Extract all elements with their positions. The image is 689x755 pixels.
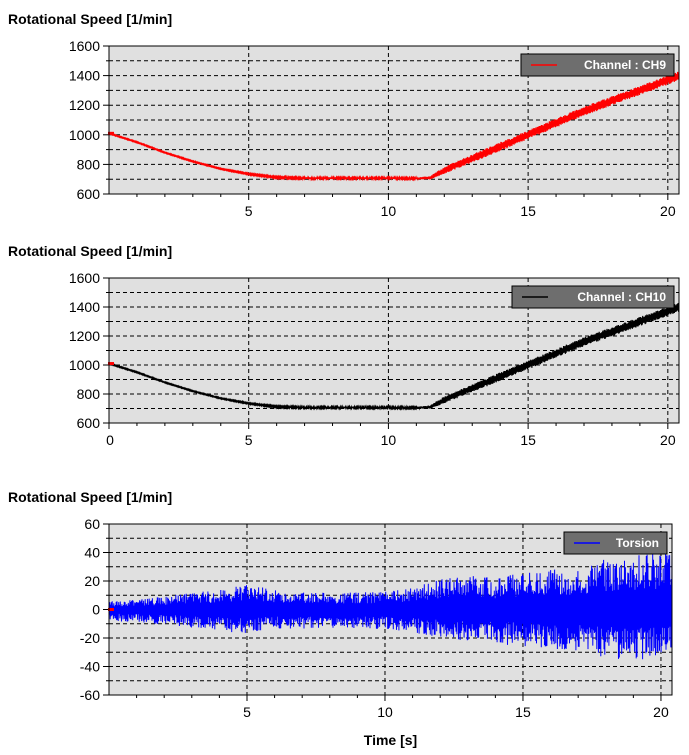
x-tick-label: 5 — [245, 432, 253, 448]
legend-label: Channel : CH10 — [577, 290, 666, 304]
y-tick-label: 600 — [77, 415, 101, 431]
legend: Channel : CH10 — [511, 285, 675, 309]
chart-panel-2: Rotational Speed [1/min] 600 800 1000 1200 14… — [8, 243, 680, 448]
chart-title: Rotational Speed [1/min] — [8, 243, 172, 259]
x-tick-label: 20 — [653, 704, 669, 720]
chart-panel-1: Rotational Speed [1/min] 600 800 1000 1200 14… — [8, 11, 680, 219]
x-axis-title: Time [s] — [364, 732, 417, 748]
series-line-torsion — [109, 551, 672, 660]
x-tick-label: 0 — [106, 432, 114, 448]
y-tick-label: 1400 — [69, 299, 100, 315]
y-tick-label: 600 — [77, 186, 101, 202]
legend-box — [563, 531, 668, 555]
x-tick-label: 5 — [243, 704, 251, 720]
y-tick-label: -60 — [80, 687, 100, 703]
plot-frame — [108, 45, 680, 195]
x-tick-label: 10 — [381, 432, 397, 448]
x-tick-label: 10 — [381, 203, 397, 219]
chart-title: Rotational Speed [1/min] — [8, 489, 172, 505]
x-tick-label: 15 — [520, 432, 536, 448]
y-tick-label: 1400 — [69, 68, 100, 84]
legend: Torsion — [563, 531, 668, 555]
plot-frame — [108, 523, 673, 696]
x-tick-label: 15 — [520, 203, 536, 219]
series-line-ch9 — [109, 71, 679, 182]
series-line-ch10 — [109, 302, 679, 411]
y-tick-label: 800 — [77, 156, 101, 172]
y-tick-label: 1000 — [69, 357, 100, 373]
x-tick-label: 20 — [660, 432, 676, 448]
y-tick-label: 0 — [92, 602, 100, 618]
legend-label: Channel : CH9 — [584, 58, 666, 72]
legend-label: Torsion — [616, 536, 659, 550]
plot-frame — [108, 277, 680, 424]
y-tick-label: 1600 — [69, 38, 100, 54]
y-tick-label: 1600 — [69, 270, 100, 286]
legend-box — [520, 53, 675, 77]
y-tick-label: -40 — [80, 659, 100, 675]
chart-title: Rotational Speed [1/min] — [8, 11, 172, 27]
y-tick-label: -20 — [80, 630, 100, 646]
y-tick-label: 60 — [84, 516, 100, 532]
y-tick-label: 20 — [84, 573, 100, 589]
legend: Channel : CH9 — [520, 53, 675, 77]
chart-panel-3: Rotational Speed [1/min] -60 -40 -20 0 20 40 60… — [8, 489, 673, 748]
x-tick-label: 10 — [377, 704, 393, 720]
x-tick-label: 5 — [245, 203, 253, 219]
y-tick-label: 1200 — [69, 97, 100, 113]
y-tick-label: 1200 — [69, 328, 100, 344]
x-tick-label: 15 — [515, 704, 531, 720]
y-tick-label: 1000 — [69, 127, 100, 143]
legend-box — [511, 285, 675, 309]
y-tick-label: 40 — [84, 545, 100, 561]
x-tick-label: 20 — [660, 203, 676, 219]
y-tick-label: 800 — [77, 386, 101, 402]
